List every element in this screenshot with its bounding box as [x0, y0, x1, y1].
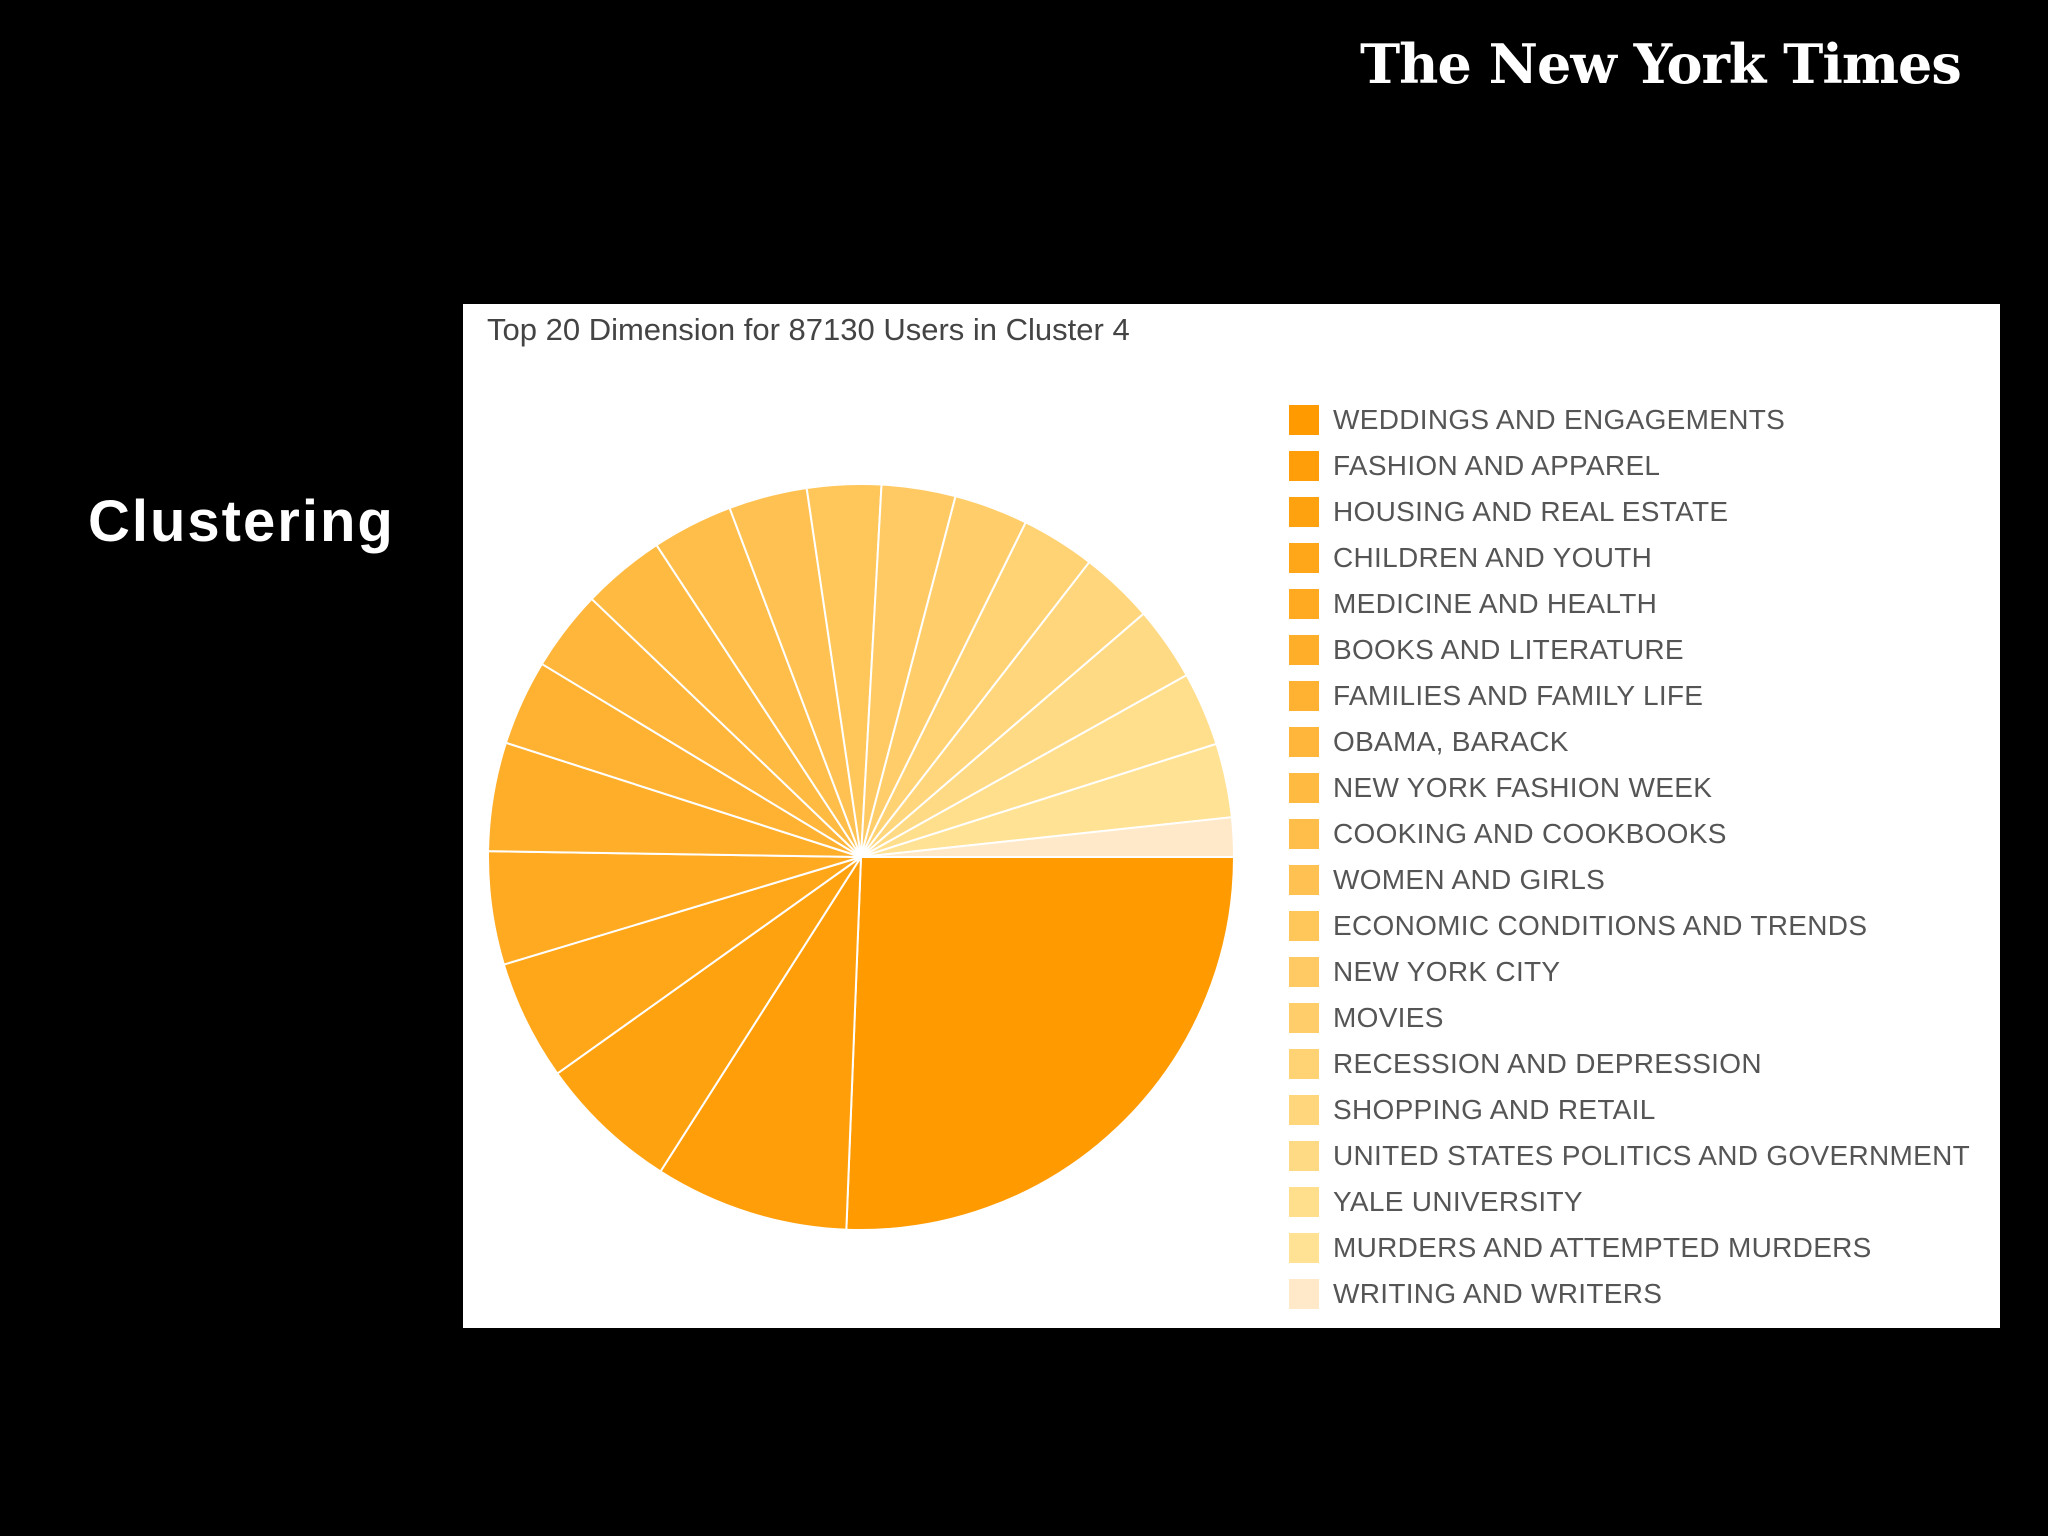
chart-legend: WEDDINGS AND ENGAGEMENTS FASHION AND APPA… [1289, 397, 1970, 1317]
pie-slice [659, 856, 862, 1231]
legend-item: MEDICINE AND HEALTH [1289, 581, 1970, 627]
legend-item: CHILDREN AND YOUTH [1289, 535, 1970, 581]
legend-swatch [1289, 1187, 1319, 1217]
legend-label: HOUSING AND REAL ESTATE [1333, 496, 1729, 527]
legend-swatch [1289, 1003, 1319, 1033]
legend-label: COOKING AND COOKBOOKS [1333, 818, 1727, 849]
legend-item: NEW YORK FASHION WEEK [1289, 765, 1970, 811]
legend-swatch [1289, 911, 1319, 941]
legend-label: YALE UNIVERSITY [1333, 1186, 1583, 1217]
legend-label: CHILDREN AND YOUTH [1333, 542, 1653, 573]
legend-swatch [1289, 865, 1319, 895]
legend-swatch [1289, 451, 1319, 481]
legend-label: MOVIES [1333, 1002, 1444, 1033]
legend-label: WOMEN AND GIRLS [1333, 864, 1606, 895]
legend-swatch [1289, 727, 1319, 757]
pie-slice [845, 856, 1235, 1231]
legend-label: MURDERS AND ATTEMPTED MURDERS [1333, 1232, 1872, 1263]
legend-swatch [1289, 497, 1319, 527]
legend-label: BOOKS AND LITERATURE [1333, 634, 1684, 665]
legend-label: UNITED STATES POLITICS AND GOVERNMENT [1333, 1140, 1971, 1171]
legend-swatch [1289, 543, 1319, 573]
legend-item: MOVIES [1289, 995, 1970, 1041]
slide-title: Clustering [88, 489, 395, 554]
chart-title: Top 20 Dimension for 87130 Users in Clus… [487, 312, 1130, 347]
legend-label: MEDICINE AND HEALTH [1333, 588, 1658, 619]
legend-item: MURDERS AND ATTEMPTED MURDERS [1289, 1225, 1970, 1271]
legend-swatch [1289, 1279, 1319, 1309]
legend-item: WOMEN AND GIRLS [1289, 857, 1970, 903]
pie-chart [487, 483, 1235, 1231]
legend-item: WEDDINGS AND ENGAGEMENTS [1289, 397, 1970, 443]
pie-slice [860, 816, 1235, 858]
legend-label: ECONOMIC CONDITIONS AND TRENDS [1333, 910, 1868, 941]
legend-item: RECESSION AND DEPRESSION [1289, 1041, 1970, 1087]
legend-label: OBAMA, BARACK [1333, 726, 1569, 757]
legend-item: WRITING AND WRITERS [1289, 1271, 1970, 1317]
legend-label: WRITING AND WRITERS [1333, 1278, 1663, 1309]
legend-item: BOOKS AND LITERATURE [1289, 627, 1970, 673]
legend-item: NEW YORK CITY [1289, 949, 1970, 995]
legend-item: HOUSING AND REAL ESTATE [1289, 489, 1970, 535]
legend-swatch [1289, 773, 1319, 803]
legend-item: ECONOMIC CONDITIONS AND TRENDS [1289, 903, 1970, 949]
legend-item: FAMILIES AND FAMILY LIFE [1289, 673, 1970, 719]
legend-label: WEDDINGS AND ENGAGEMENTS [1333, 404, 1786, 435]
chart-panel: Top 20 Dimension for 87130 Users in Clus… [463, 304, 2000, 1328]
legend-item: UNITED STATES POLITICS AND GOVERNMENT [1289, 1133, 1970, 1179]
legend-label: SHOPPING AND RETAIL [1333, 1094, 1656, 1125]
legend-item: COOKING AND COOKBOOKS [1289, 811, 1970, 857]
legend-swatch [1289, 635, 1319, 665]
nyt-logo: The New York Times [1360, 32, 1962, 96]
legend-swatch [1289, 405, 1319, 435]
legend-swatch [1289, 819, 1319, 849]
legend-label: NEW YORK FASHION WEEK [1333, 772, 1713, 803]
legend-item: SHOPPING AND RETAIL [1289, 1087, 1970, 1133]
legend-label: RECESSION AND DEPRESSION [1333, 1048, 1762, 1079]
legend-item: OBAMA, BARACK [1289, 719, 1970, 765]
legend-swatch [1289, 589, 1319, 619]
legend-swatch [1289, 1095, 1319, 1125]
legend-item: YALE UNIVERSITY [1289, 1179, 1970, 1225]
legend-swatch [1289, 681, 1319, 711]
legend-label: NEW YORK CITY [1333, 956, 1561, 987]
legend-label: FASHION AND APPAREL [1333, 450, 1661, 481]
legend-item: FASHION AND APPAREL [1289, 443, 1970, 489]
legend-swatch [1289, 1049, 1319, 1079]
legend-label: FAMILIES AND FAMILY LIFE [1333, 680, 1704, 711]
legend-swatch [1289, 957, 1319, 987]
pie-slice [556, 856, 862, 1173]
legend-swatch [1289, 1141, 1319, 1171]
legend-swatch [1289, 1233, 1319, 1263]
